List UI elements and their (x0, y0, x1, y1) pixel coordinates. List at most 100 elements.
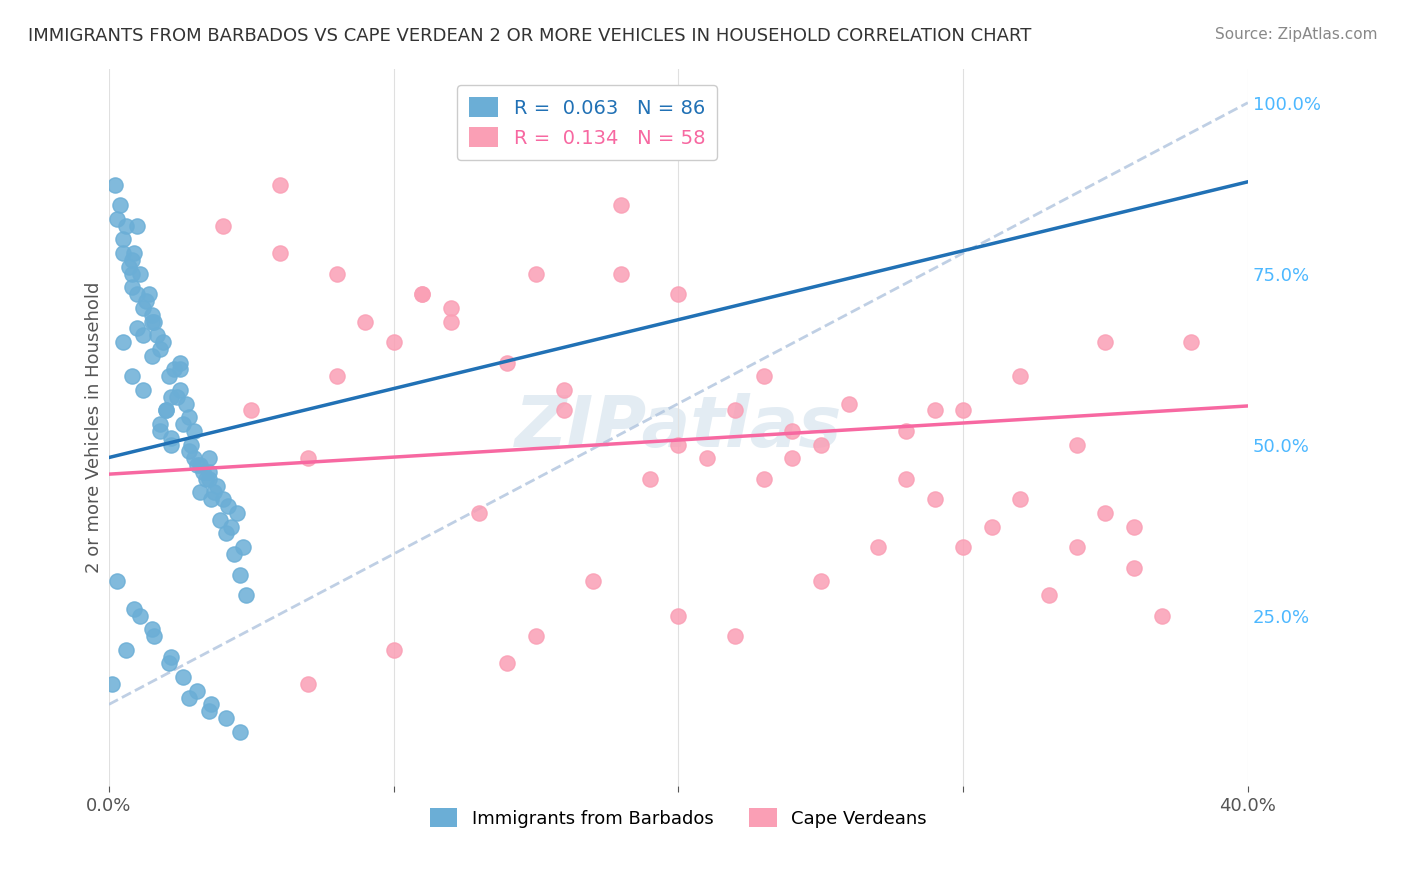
Point (269, 246, 291, 260)
Point (838, 396, 860, 410)
Point (229, 724, 252, 739)
Point (197, 472, 219, 486)
Point (188, 485, 211, 500)
Point (191, 465, 214, 479)
Point (115, 219, 138, 233)
Point (121, 267, 143, 281)
Point (172, 670, 194, 684)
Point (110, 198, 132, 212)
Point (197, 451, 219, 466)
Point (188, 458, 211, 472)
Point (177, 410, 200, 425)
Point (127, 321, 149, 335)
Point (149, 424, 172, 438)
Point (1066, 540, 1088, 554)
Point (214, 526, 236, 541)
Point (866, 540, 889, 554)
Point (121, 369, 143, 384)
Point (666, 287, 689, 301)
Point (1094, 334, 1116, 349)
Point (141, 308, 163, 322)
Point (1094, 506, 1116, 520)
Point (141, 349, 163, 363)
Point (112, 334, 135, 349)
Point (157, 657, 180, 671)
Point (149, 417, 172, 431)
Point (127, 287, 149, 301)
Point (894, 472, 917, 486)
Point (810, 574, 832, 589)
Point (1180, 334, 1202, 349)
Point (924, 403, 946, 417)
Point (152, 334, 174, 349)
Point (186, 458, 208, 472)
Point (894, 424, 917, 438)
Point (157, 369, 180, 384)
Point (217, 499, 239, 513)
Point (496, 355, 519, 369)
Point (411, 287, 433, 301)
Point (496, 657, 519, 671)
Point (582, 574, 605, 589)
Point (118, 260, 141, 274)
Point (194, 472, 217, 486)
Point (141, 622, 163, 636)
Point (160, 437, 183, 451)
Point (354, 314, 377, 328)
Point (780, 451, 803, 466)
Point (752, 472, 775, 486)
Point (1123, 519, 1146, 533)
Point (132, 383, 155, 397)
Point (186, 683, 208, 698)
Point (205, 478, 228, 492)
Point (524, 267, 547, 281)
Y-axis label: 2 or more Vehicles in Household: 2 or more Vehicles in Household (86, 282, 103, 574)
Point (127, 219, 149, 233)
Point (160, 649, 183, 664)
Point (226, 506, 249, 520)
Point (124, 601, 146, 615)
Point (121, 252, 143, 267)
Point (174, 396, 197, 410)
Point (160, 431, 183, 445)
Point (666, 608, 689, 623)
Point (200, 698, 222, 712)
Point (103, 178, 125, 192)
Point (121, 280, 143, 294)
Point (124, 246, 146, 260)
Point (177, 444, 200, 458)
Text: IMMIGRANTS FROM BARBADOS VS CAPE VERDEAN 2 OR MORE VEHICLES IN HOUSEHOLD CORRELA: IMMIGRANTS FROM BARBADOS VS CAPE VERDEAN… (28, 27, 1032, 45)
Point (1066, 437, 1088, 451)
Point (105, 211, 128, 226)
Point (325, 369, 347, 384)
Point (135, 293, 157, 308)
Point (696, 451, 718, 466)
Point (382, 642, 405, 657)
Point (105, 574, 128, 589)
Point (1038, 588, 1060, 602)
Point (183, 451, 205, 466)
Point (138, 287, 160, 301)
Point (141, 314, 163, 328)
Point (211, 219, 233, 233)
Point (200, 492, 222, 507)
Point (143, 629, 166, 643)
Point (229, 567, 252, 582)
Point (169, 362, 191, 376)
Point (183, 424, 205, 438)
Point (112, 232, 135, 246)
Point (208, 513, 231, 527)
Point (143, 314, 166, 328)
Point (224, 547, 246, 561)
Point (232, 540, 254, 554)
Point (112, 246, 135, 260)
Point (163, 362, 186, 376)
Point (129, 267, 152, 281)
Point (155, 403, 177, 417)
Point (1152, 608, 1174, 623)
Point (115, 642, 138, 657)
Point (202, 485, 225, 500)
Point (132, 328, 155, 343)
Point (166, 390, 188, 404)
Point (1123, 560, 1146, 574)
